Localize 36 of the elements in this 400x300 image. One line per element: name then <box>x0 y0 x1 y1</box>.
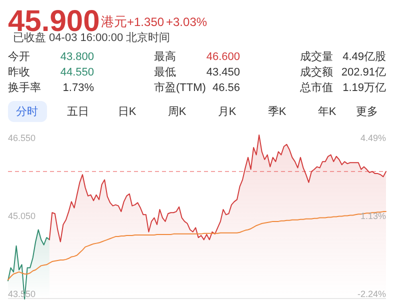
text: 4.49亿股 <box>342 51 386 63</box>
text: 季K <box>268 105 287 118</box>
text: 日K <box>118 106 137 118</box>
text: 最低 <box>154 66 176 78</box>
y-tick-label: 46.550 <box>8 132 36 143</box>
text: 月K <box>218 106 237 118</box>
text: 成交额 <box>300 66 333 78</box>
text: 成交量 <box>300 50 333 63</box>
text: 1.19万亿 <box>342 82 386 94</box>
text: 昨收 <box>8 66 30 78</box>
text: 港元 <box>101 14 127 29</box>
text: 分时 <box>16 105 38 118</box>
text: 换手率 <box>8 81 41 94</box>
text: 46.600 <box>206 51 240 63</box>
y-tick-label: 45.050 <box>8 210 36 221</box>
text: 年K <box>318 106 337 118</box>
text: 43.800 <box>60 51 94 63</box>
text: 总市值 <box>299 81 333 94</box>
text: 市盈(TTM) <box>154 81 206 94</box>
text: +1.350 <box>127 15 164 29</box>
text: 46.56 <box>212 82 240 94</box>
text: +3.03% <box>166 15 208 29</box>
text: 五日 <box>67 106 89 118</box>
text: 1.73% <box>62 82 94 94</box>
y2-tick-label: 4.49% <box>360 132 386 143</box>
y2-tick-label: -2.24% <box>357 289 386 300</box>
text: 周K <box>168 106 187 118</box>
text: 今开 <box>8 51 30 63</box>
text: 更多 <box>356 106 378 118</box>
y2-tick-label: 1.13% <box>360 210 386 221</box>
text: 最高 <box>154 50 176 63</box>
line-series <box>8 211 386 280</box>
chart-subtitle: 已收盘 04-03 16:00:00 北京时间 <box>13 31 170 44</box>
text: 44.550 <box>60 66 94 78</box>
text: 202.91亿 <box>341 66 386 78</box>
text: 43.450 <box>206 66 240 78</box>
